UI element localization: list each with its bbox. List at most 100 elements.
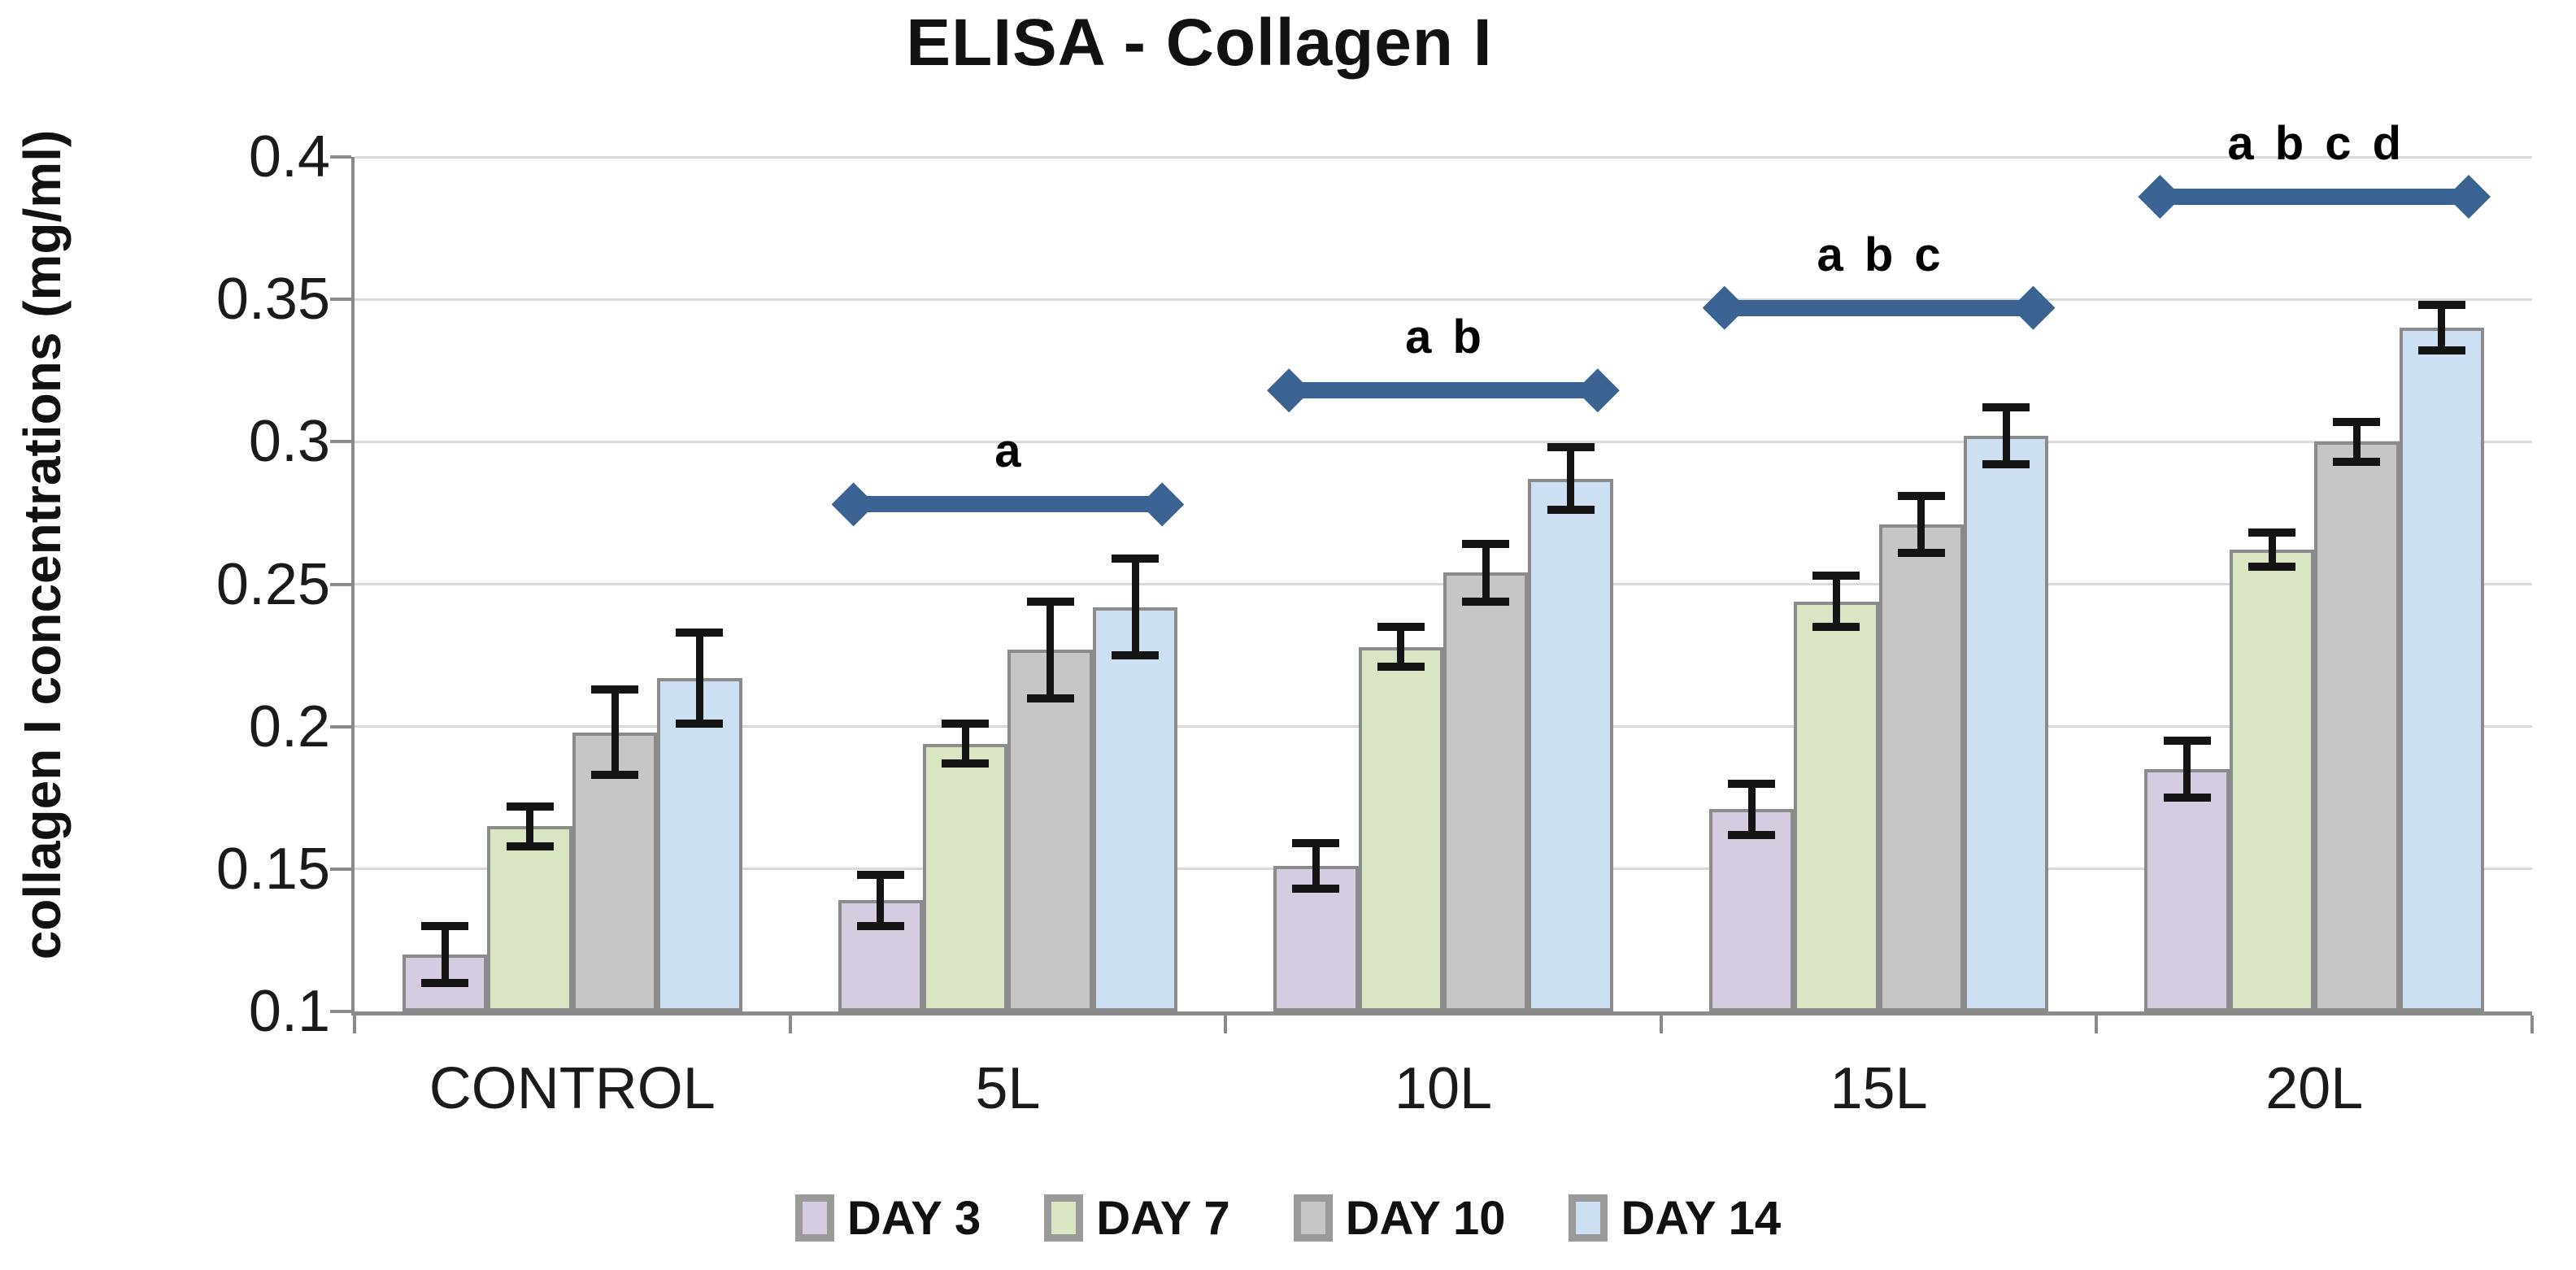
error-bar-cap <box>1897 491 1945 500</box>
legend-label: DAY 3 <box>846 1191 981 1245</box>
bar-20l-day3 <box>2144 769 2230 1011</box>
arrow-head-icon <box>1702 285 1747 330</box>
x-category-label: 5L <box>975 1056 1041 1121</box>
error-bar-cap <box>421 978 469 987</box>
y-tick-label: 0.3 <box>248 409 330 475</box>
error-bar-stem <box>2438 305 2446 351</box>
legend-item: DAY 14 <box>1569 1191 1781 1246</box>
bar-15l-day3 <box>1708 809 1795 1011</box>
x-category-label: CONTROL <box>429 1056 716 1121</box>
y-axis-tick <box>330 582 351 586</box>
y-tick-label: 0.4 <box>248 124 330 189</box>
error-bar-stem <box>877 874 885 926</box>
error-bar-cap <box>1982 403 2030 412</box>
legend: DAY 3 DAY 7 DAY 10 DAY 14 <box>0 1177 2576 1259</box>
error-bar-cap <box>2248 563 2295 572</box>
legend-item: DAY 10 <box>1293 1191 1505 1246</box>
error-bar-cap <box>506 802 554 811</box>
significance-label: a b c d <box>2227 117 2402 171</box>
significance-label: a b c <box>1817 228 1941 281</box>
error-bar-cap <box>1112 651 1159 660</box>
error-bar-cap <box>591 685 638 694</box>
x-axis-tick <box>353 1016 356 1033</box>
bar-5l-day7 <box>923 743 1008 1011</box>
arrow-head-icon <box>831 482 876 527</box>
error-bar-stem <box>1397 627 1405 668</box>
y-tick-label: 0.1 <box>248 979 330 1044</box>
significance-arrow <box>1721 299 2036 316</box>
error-bar-cap <box>591 771 638 780</box>
y-axis-tick <box>330 724 351 729</box>
error-bar-cap <box>856 870 904 879</box>
arrow-head-icon <box>2447 175 2491 220</box>
error-bar-cap <box>421 921 469 930</box>
error-bar-stem <box>2352 421 2361 462</box>
error-bar-cap <box>1462 540 1510 549</box>
error-bar-stem <box>1312 843 1320 889</box>
bar-15l-day7 <box>1794 601 1879 1011</box>
error-bar-stem <box>1482 544 1490 602</box>
plot-area: 0.4 0.35 0.3 0.25 0.2 0.15 0.1 CONTROL 5L 10L 15L 2… <box>216 117 2534 1121</box>
error-bar-stem <box>1917 495 1925 553</box>
error-bar-cap <box>1292 885 1340 894</box>
error-bar-cap <box>1728 830 1775 839</box>
error-bar-cap <box>1112 554 1159 563</box>
legend-item: DAY 7 <box>1044 1191 1230 1246</box>
error-bar-cap <box>506 842 554 850</box>
error-bar-cap <box>1897 548 1945 557</box>
error-bar-stem <box>441 925 449 983</box>
error-bar-stem <box>1131 558 1139 656</box>
error-bar-cap <box>2333 457 2381 466</box>
significance-arrow <box>851 496 1165 513</box>
error-bar-cap <box>1377 663 1425 672</box>
error-bar-cap <box>1026 597 1074 606</box>
error-bar-cap <box>856 921 904 930</box>
legend-swatch-icon <box>794 1194 834 1242</box>
x-axis-tick <box>1659 1016 1663 1033</box>
legend-swatch-icon <box>1569 1194 1608 1242</box>
bar-5l-day10 <box>1007 650 1093 1011</box>
significance-label: a <box>994 424 1021 478</box>
error-bar-cap <box>1547 506 1595 515</box>
y-axis-tick <box>330 1010 351 1013</box>
error-bar-cap <box>2333 417 2381 426</box>
y-tick-label: 0.2 <box>248 694 330 759</box>
bar-15l-day14 <box>1964 436 2049 1011</box>
arrow-head-icon <box>1267 368 1312 413</box>
x-axis-tick <box>788 1016 792 1033</box>
y-axis-tick <box>330 440 351 444</box>
arrow-head-icon <box>1575 368 1620 413</box>
error-bar-stem <box>961 724 969 764</box>
bar-20l-day7 <box>2229 550 2315 1011</box>
error-bar-cap <box>1547 443 1595 452</box>
y-tick-label: 0.15 <box>215 836 330 902</box>
y-tick-label: 0.35 <box>215 267 330 333</box>
error-bar-cap <box>676 628 724 637</box>
legend-item: DAY 3 <box>794 1191 981 1246</box>
x-category-label: 10L <box>1394 1056 1493 1121</box>
gridline <box>355 440 2532 443</box>
error-bar-stem <box>2268 533 2276 568</box>
error-bar-stem <box>1747 783 1756 835</box>
error-bar-stem <box>1832 575 1840 628</box>
error-bar-stem <box>1046 601 1055 698</box>
x-category-label: 15L <box>1830 1056 1928 1121</box>
gridline <box>355 155 2532 159</box>
bar-10l-day7 <box>1358 646 1443 1011</box>
bar-20l-day14 <box>2399 328 2484 1011</box>
significance-label: a b <box>1405 311 1482 364</box>
error-bar-cap <box>2417 301 2465 310</box>
error-bar-stem <box>1567 447 1575 511</box>
error-bar-cap <box>2248 528 2295 537</box>
legend-swatch-icon <box>1293 1194 1333 1242</box>
x-axis-tick <box>1224 1016 1228 1033</box>
error-bar-cap <box>2163 737 2211 746</box>
error-bar-cap <box>676 720 724 729</box>
bar-10l-day14 <box>1528 478 1613 1011</box>
legend-label: DAY 7 <box>1096 1191 1230 1245</box>
significance-arrow <box>2157 189 2471 206</box>
x-category-label: 20L <box>2265 1056 2364 1121</box>
bar-5l-day14 <box>1092 607 1178 1011</box>
x-axis-tick <box>2530 1016 2534 1033</box>
